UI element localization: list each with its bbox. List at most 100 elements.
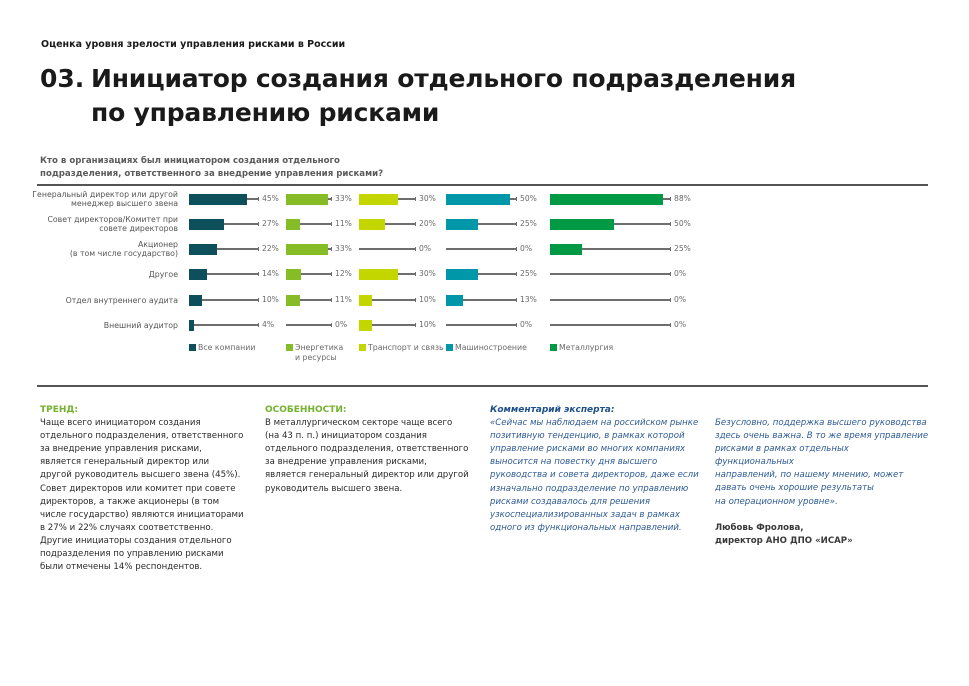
bar-value-label: 88% bbox=[674, 194, 691, 203]
expert-quote-continuation: Безусловно, поддержка высшего руководств… bbox=[715, 417, 930, 509]
bar-leader-tick bbox=[415, 272, 416, 276]
bar-leader-tick bbox=[258, 222, 259, 226]
features-text: В металлургическом секторе чаще всего (на… bbox=[265, 417, 480, 496]
bar bbox=[550, 218, 615, 230]
bar-leader-tick bbox=[415, 323, 416, 327]
legend-swatch bbox=[550, 343, 557, 351]
text-line: подразделения по управлению рисками bbox=[40, 549, 224, 560]
bar bbox=[189, 294, 202, 306]
bar-value-label: 30% bbox=[419, 194, 436, 203]
text-line: за внедрение управления рисками, bbox=[265, 457, 427, 468]
text-line: (на 43 п. п.) инициатором создания bbox=[265, 431, 427, 442]
chart-title-line-2: подразделения, ответственного за внедрен… bbox=[40, 169, 384, 179]
bar bbox=[189, 218, 224, 230]
bar-leader-line bbox=[550, 299, 670, 301]
text-line: давать очень хорошие результаты bbox=[715, 483, 874, 494]
bar-leader-line bbox=[286, 299, 331, 301]
bar bbox=[189, 319, 195, 331]
report-supertitle: Оценка уровня зрелости управления рискам… bbox=[41, 39, 346, 50]
legend-label: Все компании bbox=[198, 343, 256, 352]
bar-leader-tick bbox=[516, 222, 517, 226]
text-line: руководства и совета директоров, даже ес… bbox=[490, 470, 699, 481]
bar bbox=[359, 319, 372, 331]
text-line: другой руководитель высшего звена (45%). bbox=[40, 470, 241, 481]
bar-leader-tick bbox=[331, 222, 332, 226]
expert-author-title: директор АНО ДПО «ИСАР» bbox=[715, 535, 853, 546]
category-label-line-1: Другое bbox=[148, 269, 178, 279]
bar-value-label: 14% bbox=[262, 269, 279, 278]
trend-column: ТРЕНД: Чаще всего инициатором создания от… bbox=[40, 404, 255, 574]
trend-text: Чаще всего инициатором создания отдельног… bbox=[40, 417, 255, 574]
page-title-line-1: Инициатор создания отдельного подразделе… bbox=[91, 64, 796, 93]
bar-value-label: 0% bbox=[520, 244, 533, 253]
category-label: Внешний аудитор bbox=[30, 321, 178, 330]
bar bbox=[359, 218, 385, 230]
bar-value-label: 0% bbox=[335, 320, 348, 329]
bar bbox=[286, 268, 302, 280]
bar-leader-tick bbox=[516, 323, 517, 327]
bar-leader-line bbox=[189, 273, 258, 275]
bar bbox=[286, 243, 329, 255]
bar-leader-tick bbox=[415, 222, 416, 226]
bar-value-label: 12% bbox=[335, 269, 352, 278]
text-line: изначально подразделение по управлению bbox=[490, 483, 689, 494]
bar-leader-tick bbox=[258, 298, 259, 302]
category-label-line-2: менеджер высшего звена bbox=[71, 199, 178, 208]
bar-leader-line bbox=[446, 324, 516, 326]
text-line: рисками создавалось для решения bbox=[490, 496, 650, 507]
bar-leader-tick bbox=[258, 323, 259, 327]
bar-leader-line bbox=[550, 324, 670, 326]
text-line: Другие инициаторы создания отдельного bbox=[40, 535, 232, 546]
bar-value-label: 13% bbox=[520, 295, 537, 304]
bar-leader-line bbox=[286, 324, 331, 326]
text-line: были отмечены 14% респондентов. bbox=[40, 562, 203, 573]
text-line: Совет директоров или комитет при совете bbox=[40, 483, 236, 494]
bar-value-label: 25% bbox=[674, 244, 691, 253]
legend-swatch bbox=[286, 343, 293, 351]
category-label: Генеральный директор или другой менеджер … bbox=[30, 190, 178, 208]
text-line: директоров, а также акционеры (в том bbox=[40, 496, 220, 507]
bar-leader-tick bbox=[331, 298, 332, 302]
expert-heading: Комментарий эксперта: bbox=[490, 405, 615, 415]
bar-value-label: 25% bbox=[520, 269, 537, 278]
text-line: выносится на повестку дня высшего bbox=[490, 457, 658, 468]
bar-leader-line bbox=[189, 248, 258, 250]
expert-continuation-column: Безусловно, поддержка высшего руководств… bbox=[715, 417, 930, 548]
bar-value-label: 33% bbox=[335, 194, 352, 203]
bar-leader-line bbox=[359, 324, 415, 326]
bar bbox=[189, 193, 247, 205]
text-line: в 27% и 22% случаях соответственно. bbox=[40, 522, 214, 533]
legend-item: Энергетика и ресурсы bbox=[286, 343, 343, 363]
features-column: ОСОБЕННОСТИ: В металлургическом секторе … bbox=[265, 404, 480, 496]
expert-quote: «Сейчас мы наблюдаем на российском рынке… bbox=[490, 417, 705, 535]
text-line: управление рисками во многих компаниях bbox=[490, 444, 686, 455]
expert-author-name: Любовь Фролова, bbox=[715, 522, 804, 533]
bar-leader-line bbox=[446, 223, 516, 225]
bar-leader-tick bbox=[415, 298, 416, 302]
bar-leader-line bbox=[550, 248, 670, 250]
bar-value-label: 10% bbox=[419, 295, 436, 304]
text-line: узкоспециализированных задач в рамках bbox=[490, 509, 680, 520]
bar-leader-tick bbox=[670, 247, 671, 251]
bar-leader-line bbox=[446, 273, 516, 275]
bar bbox=[550, 193, 664, 205]
page-title-line-2: по управлению рисками bbox=[91, 98, 440, 127]
bar-leader-tick bbox=[415, 247, 416, 251]
bar bbox=[446, 294, 463, 306]
bar-leader-tick bbox=[331, 197, 332, 201]
bar-leader-line bbox=[359, 299, 415, 301]
bar-leader-tick bbox=[516, 247, 517, 251]
bar bbox=[446, 193, 511, 205]
bar-value-label: 30% bbox=[419, 269, 436, 278]
text-line: направлений, по нашему мнению, может bbox=[715, 470, 904, 481]
text-line: здесь очень важна. В то же время управле… bbox=[715, 431, 929, 442]
legend-label: Энергетика bbox=[295, 343, 344, 352]
text-line: за внедрение управления рисками, bbox=[40, 444, 202, 455]
legend-label: Машиностроение bbox=[455, 343, 527, 352]
text-line: одного из функциональных направлений. bbox=[490, 522, 682, 533]
bar-leader-tick bbox=[670, 272, 671, 276]
text-line: «Сейчас мы наблюдаем на российском рынке bbox=[490, 418, 699, 429]
page-title: Инициатор создания отдельного подразделе… bbox=[91, 62, 851, 130]
expert-author: Любовь Фролова, директор АНО ДПО «ИСАР» bbox=[715, 522, 930, 548]
bar-leader-tick bbox=[670, 323, 671, 327]
